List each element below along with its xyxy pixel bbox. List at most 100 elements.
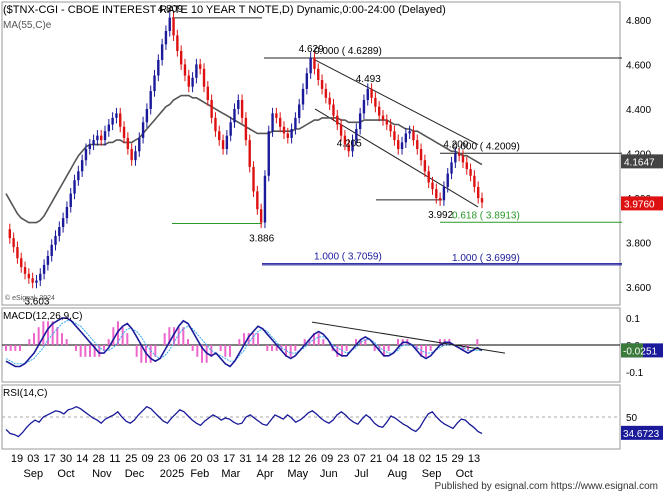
macd-tick: 0.1 bbox=[626, 314, 640, 325]
macd-tick: -0.1 bbox=[626, 368, 644, 379]
candle-body bbox=[61, 218, 65, 228]
candle-body bbox=[412, 131, 415, 141]
month-tick: Oct bbox=[456, 468, 473, 480]
candle-body bbox=[252, 166, 255, 192]
day-tick: 26 bbox=[305, 453, 317, 465]
candle-body bbox=[290, 128, 293, 138]
macd-value: -0.02 bbox=[623, 346, 646, 357]
fib-label: 1.000 ( 3.7059) bbox=[314, 252, 382, 263]
candle-body bbox=[271, 113, 274, 132]
price-tick: 3.600 bbox=[626, 283, 651, 294]
candle-body bbox=[96, 135, 99, 141]
candle-body bbox=[134, 151, 137, 161]
candle-body bbox=[374, 97, 377, 107]
candle-body bbox=[259, 209, 263, 223]
candle-body bbox=[77, 171, 80, 181]
candle-body bbox=[377, 106, 381, 116]
candle-body bbox=[214, 117, 217, 132]
candle-body bbox=[305, 73, 309, 89]
month-tick: 2025 bbox=[160, 468, 184, 480]
candle-body bbox=[179, 51, 183, 65]
rsi-value: 34.6723 bbox=[623, 429, 660, 440]
candle-body bbox=[358, 113, 362, 129]
candle-body bbox=[355, 128, 358, 141]
candle-body bbox=[446, 173, 449, 187]
macd-layer bbox=[2, 317, 620, 368]
macd-value-2: 51 bbox=[646, 346, 658, 357]
candle-body bbox=[480, 198, 484, 203]
rsi-layer bbox=[2, 405, 620, 438]
candle-body bbox=[240, 100, 244, 118]
candle-body bbox=[195, 64, 198, 78]
candle-body bbox=[256, 191, 259, 210]
candle-body bbox=[50, 244, 53, 256]
day-tick: 20 bbox=[190, 453, 202, 465]
candle-body bbox=[119, 113, 122, 127]
rsi-tick: 50 bbox=[626, 413, 638, 424]
candle-body bbox=[351, 140, 354, 152]
month-tick: Mar bbox=[221, 468, 240, 480]
day-tick: 23 bbox=[337, 453, 349, 465]
candle-body bbox=[206, 86, 210, 101]
price-annotation: 3.886 bbox=[249, 233, 274, 244]
candle-body bbox=[370, 88, 373, 98]
macd-value-box-2 bbox=[621, 343, 643, 358]
current-price-box bbox=[621, 196, 663, 211]
day-tick: 03 bbox=[27, 453, 39, 465]
macd-signal-line bbox=[5, 320, 482, 365]
month-tick: Jun bbox=[320, 468, 338, 480]
price-tick: 4.400 bbox=[626, 105, 651, 116]
last-price-label: 4.1647 bbox=[624, 157, 655, 168]
month-tick: Aug bbox=[388, 468, 408, 480]
candle-body bbox=[438, 198, 442, 201]
candle-body bbox=[141, 122, 145, 138]
candle-body bbox=[339, 124, 343, 136]
candle-body bbox=[73, 180, 76, 194]
macd-line bbox=[5, 317, 483, 368]
candle-body bbox=[389, 124, 392, 132]
price-annotation: 4.493 bbox=[356, 74, 381, 85]
candle-body bbox=[168, 17, 171, 31]
day-tick: 12 bbox=[288, 453, 300, 465]
candle-body bbox=[454, 153, 457, 163]
day-tick: 21 bbox=[370, 453, 382, 465]
candle-body bbox=[35, 280, 38, 283]
candle-body bbox=[301, 88, 305, 105]
candle-body bbox=[176, 35, 179, 52]
candle-body bbox=[149, 91, 152, 109]
candle-body bbox=[20, 258, 23, 268]
day-tick: 30 bbox=[60, 453, 72, 465]
day-tick: 17 bbox=[44, 453, 56, 465]
candle-body bbox=[324, 88, 328, 98]
candle-body bbox=[332, 104, 335, 116]
candle-body bbox=[416, 140, 419, 150]
price-annotation: 4.205 bbox=[337, 138, 362, 149]
candle-body bbox=[313, 57, 316, 69]
candle-body bbox=[92, 140, 95, 145]
candle-body bbox=[225, 135, 229, 150]
candle-body bbox=[423, 160, 427, 172]
candle-body bbox=[397, 140, 400, 150]
day-tick: 17 bbox=[223, 453, 235, 465]
day-tick: 28 bbox=[92, 453, 104, 465]
price-tick: 3.800 bbox=[626, 239, 651, 250]
candle-body bbox=[202, 68, 206, 87]
candle-body bbox=[336, 115, 339, 125]
candle-body bbox=[317, 68, 320, 80]
candle-body bbox=[27, 273, 31, 279]
price-layer: 4.809 3.603 4.629 3.886 4.493 4.205 4.200 3.992… bbox=[5, 4, 622, 308]
candle-body bbox=[88, 144, 91, 150]
day-tick: 02 bbox=[419, 453, 431, 465]
rsi-label: RSI(14,C) bbox=[3, 388, 47, 399]
candle-body bbox=[160, 44, 164, 60]
candle-body bbox=[267, 131, 270, 176]
axis-layer: 4.8004.6004.4004.2004.0003.8003.6004.164… bbox=[11, 16, 663, 480]
day-tick: 14 bbox=[256, 453, 268, 465]
day-tick: 23 bbox=[158, 453, 170, 465]
candle-body bbox=[122, 126, 126, 138]
candle-body bbox=[145, 108, 149, 123]
candle-body bbox=[286, 133, 289, 138]
candle-body bbox=[218, 131, 221, 141]
fib-label: 0.000 ( 4.6289) bbox=[314, 46, 382, 57]
candle-body bbox=[115, 113, 118, 118]
